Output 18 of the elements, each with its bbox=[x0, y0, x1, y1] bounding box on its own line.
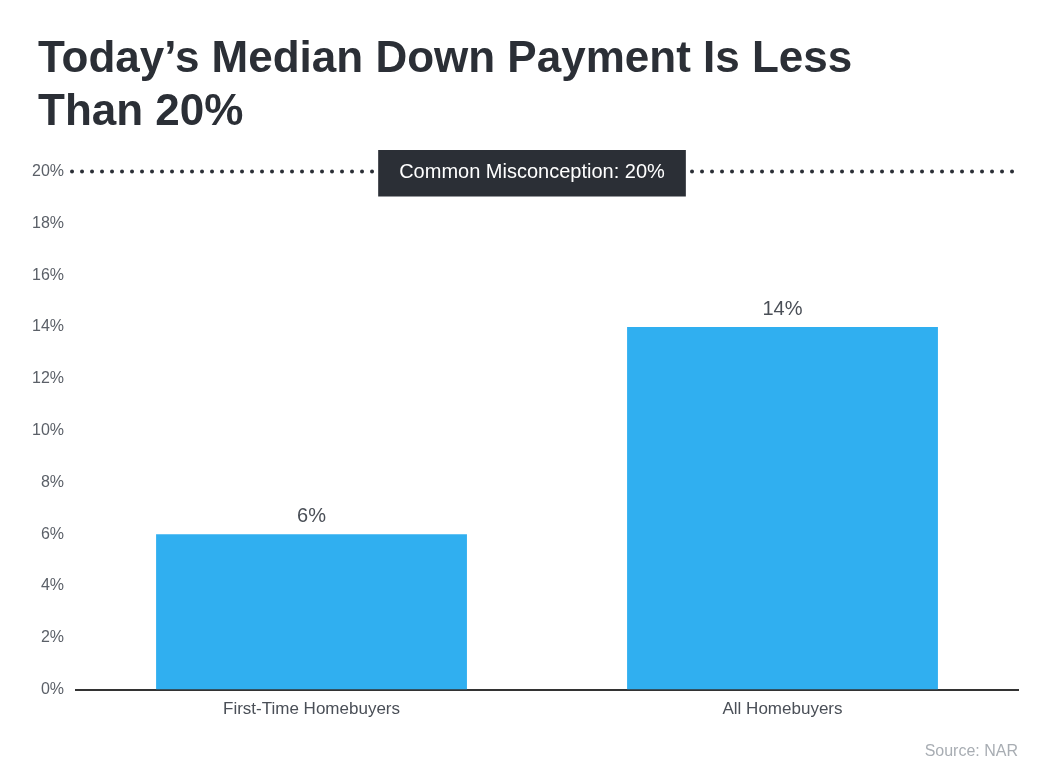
y-tick-label: 20% bbox=[31, 162, 65, 180]
y-tick-label: 0% bbox=[40, 680, 65, 698]
y-tick-label: 12% bbox=[31, 369, 65, 387]
y-tick-label: 18% bbox=[31, 213, 65, 231]
y-tick-label: 10% bbox=[31, 421, 65, 439]
y-tick-label: 8% bbox=[40, 472, 65, 490]
data-label: 6% bbox=[297, 503, 327, 526]
data-label: 14% bbox=[762, 296, 803, 319]
y-tick-label: 16% bbox=[31, 265, 65, 283]
source-note: Source: NAR bbox=[924, 742, 1018, 760]
y-tick-label: 2% bbox=[40, 628, 65, 646]
y-tick-label: 4% bbox=[40, 576, 65, 594]
ref-line-label: Common Misconception: 20% bbox=[399, 160, 666, 183]
y-tick-label: 14% bbox=[31, 317, 65, 335]
x-tick-label: First-Time Homebuyers bbox=[223, 699, 400, 719]
chart-title: Today’s Median Down Payment Is Less Than 20% bbox=[38, 31, 854, 136]
y-tick-label: 6% bbox=[40, 524, 65, 542]
x-tick-label: All Homebuyers bbox=[722, 699, 843, 719]
